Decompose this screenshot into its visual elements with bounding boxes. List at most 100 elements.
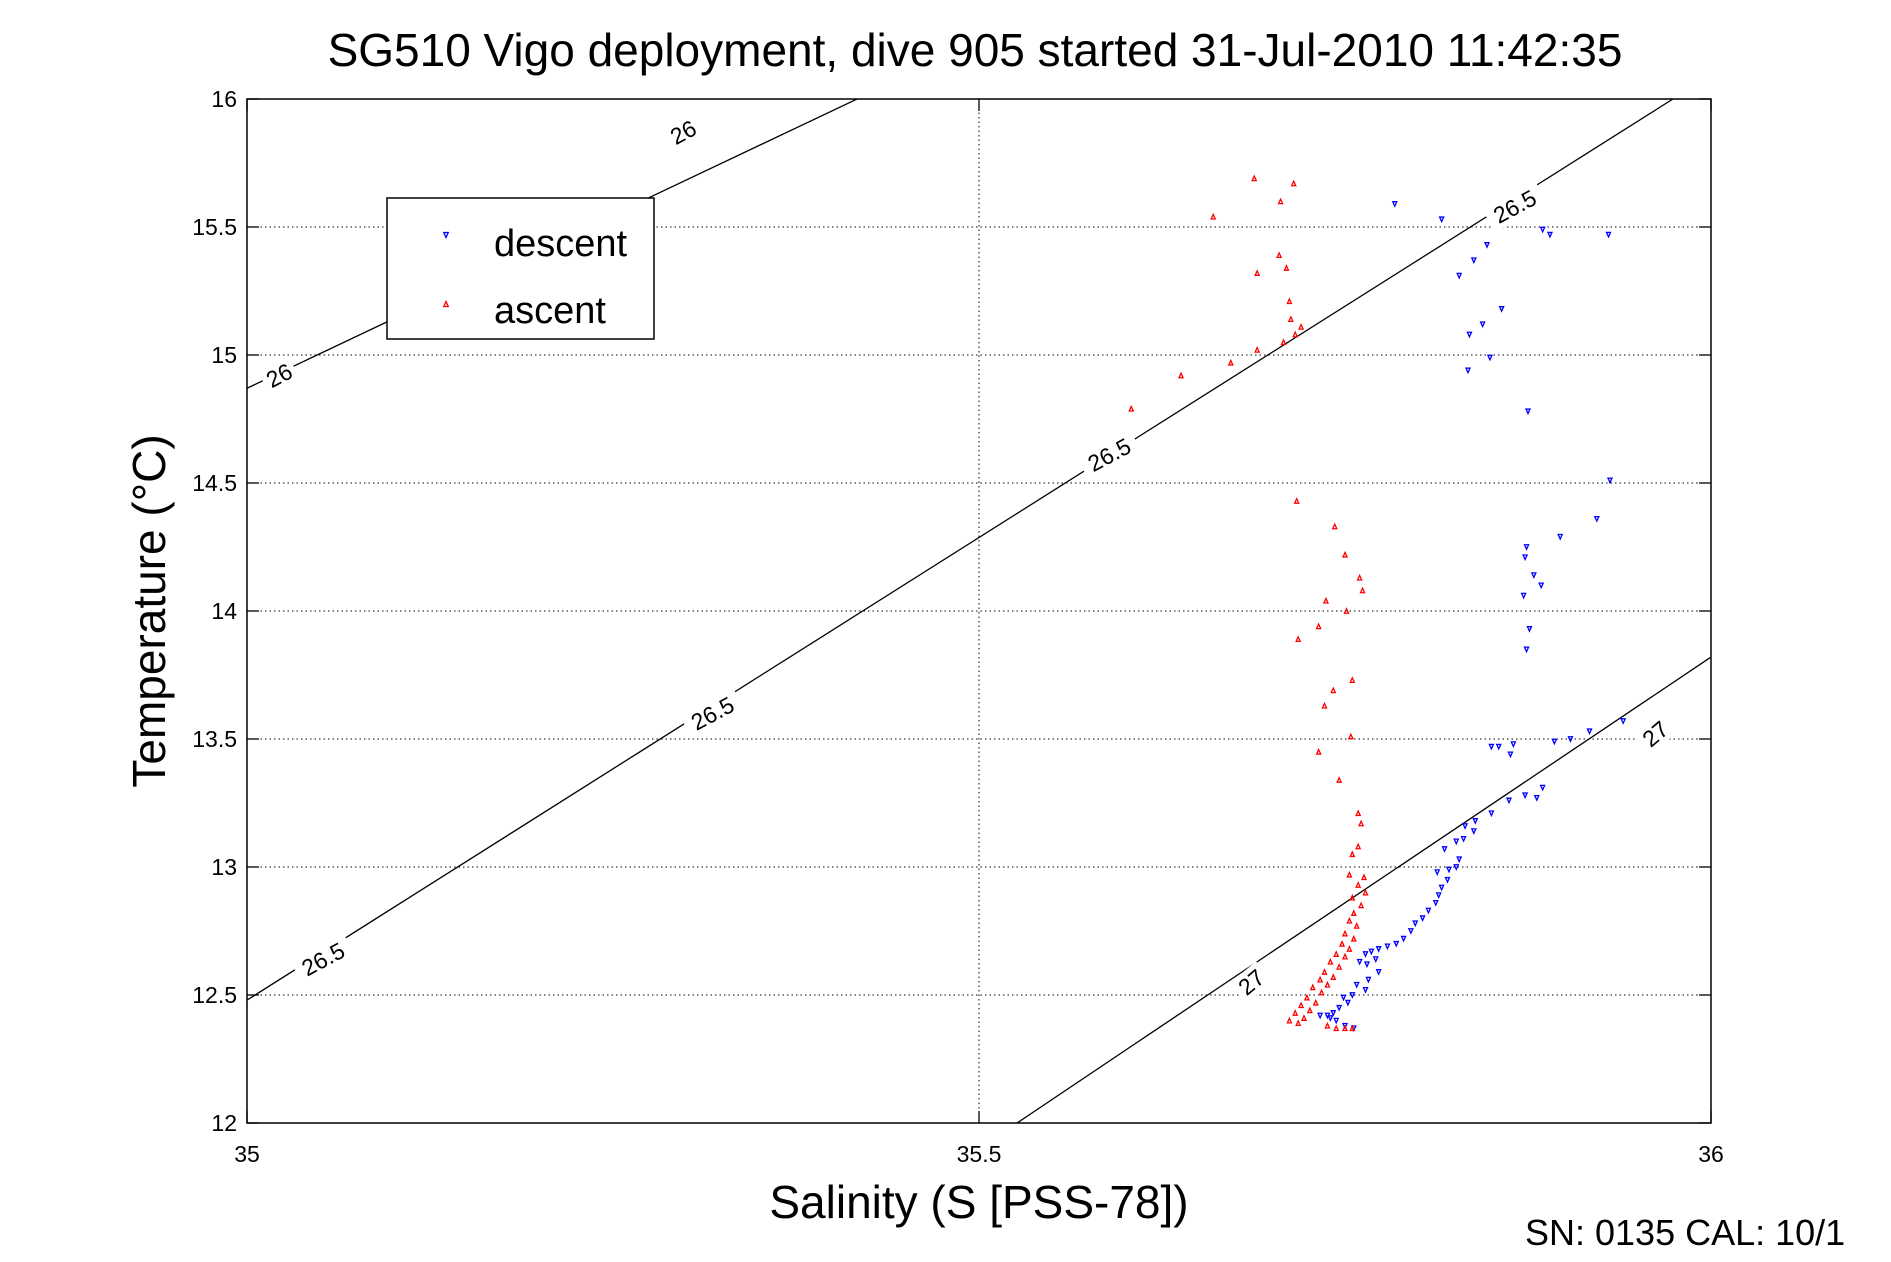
y-tick-label: 14 — [211, 598, 237, 624]
contour-label-26: 26 — [258, 356, 301, 395]
serial-calibration-note: SN: 0135 CAL: 10/1 — [1525, 1212, 1845, 1253]
ascent-point — [1318, 988, 1325, 996]
contour-label-background — [1229, 961, 1273, 1004]
ascent-point — [1315, 622, 1322, 630]
descent-point — [1333, 1017, 1340, 1025]
descent-point — [1456, 272, 1463, 280]
descent-point — [1393, 940, 1400, 948]
legend-descent-marker — [442, 231, 450, 240]
ascent-point — [1349, 850, 1356, 858]
descent-point — [1488, 743, 1495, 751]
ascent-point — [1303, 993, 1310, 1001]
ascent-point — [1295, 635, 1302, 643]
contour-label-background — [679, 687, 746, 739]
descent-point — [1353, 981, 1360, 989]
descent-series — [1317, 201, 1627, 1033]
ascent-point — [1317, 975, 1324, 983]
descent-point — [1460, 835, 1467, 843]
descent-point — [1356, 958, 1363, 966]
ascent-point — [1346, 945, 1353, 952]
descent-point — [1567, 736, 1574, 743]
contour-label-background — [1076, 429, 1142, 481]
descent-point — [1483, 242, 1491, 249]
ascent-point — [1315, 747, 1322, 755]
ascent-point — [1349, 676, 1356, 684]
contour-label-background — [662, 112, 705, 152]
descent-point — [1327, 1015, 1334, 1022]
contour-label-background — [290, 933, 356, 985]
contour-label-26.5: 26.5 — [1076, 429, 1142, 481]
y-tick-label: 12.5 — [192, 982, 237, 1008]
descent-point — [1412, 920, 1419, 928]
descent-point — [1620, 718, 1627, 725]
descent-point — [1441, 846, 1448, 853]
ascent-point — [1362, 888, 1369, 896]
descent-point — [1551, 738, 1558, 746]
ascent-point — [1276, 251, 1283, 259]
ascent-point — [1339, 939, 1346, 947]
x-axis-ticks: 35 35.5 36 — [234, 99, 1724, 1167]
ascent-point — [1349, 1024, 1356, 1032]
descent-point — [1363, 961, 1370, 969]
contour-label-26.5: 26.5 — [679, 687, 746, 739]
descent-point — [1336, 1004, 1343, 1012]
ascent-point — [1358, 819, 1365, 827]
descent-point — [1462, 823, 1469, 830]
ascent-point — [1309, 983, 1316, 991]
ascent-point — [1227, 358, 1234, 366]
ascent-point — [1298, 323, 1305, 330]
ascent-point — [1355, 881, 1362, 888]
contour-label-background — [1482, 180, 1548, 233]
descent-point — [1425, 907, 1432, 915]
x-tick-label: 35.5 — [957, 1141, 1002, 1167]
ascent-point — [1349, 893, 1356, 901]
contour-label-text: 27 — [1637, 716, 1673, 752]
ascent-point — [1359, 586, 1366, 594]
contour-label-26: 26 — [662, 112, 705, 152]
contour-label-27: 27 — [1229, 961, 1273, 1004]
descent-point — [1438, 884, 1445, 892]
descent-point — [1368, 948, 1375, 956]
descent-point — [1384, 943, 1391, 951]
y-tick-label: 13 — [211, 854, 237, 880]
y-tick-label: 12 — [211, 1110, 237, 1136]
descent-point — [1520, 592, 1527, 600]
x-tick-label: 36 — [1698, 1141, 1724, 1167]
density-contour-26.5 — [247, 99, 1674, 1001]
ascent-point — [1254, 346, 1261, 353]
descent-point — [1522, 554, 1529, 562]
ascent-point — [1330, 686, 1337, 694]
legend-descent-glyph — [442, 231, 450, 240]
legend-ascent-label: ascent — [494, 290, 606, 332]
ascent-point — [1350, 934, 1357, 942]
ascent-point — [1321, 968, 1328, 975]
ascent-point — [1283, 264, 1290, 271]
descent-point — [1593, 515, 1600, 523]
descent-point — [1505, 797, 1512, 805]
ascent-point — [1331, 522, 1338, 530]
ascent-point — [1355, 842, 1362, 850]
descent-point — [1464, 367, 1472, 375]
descent-point — [1472, 818, 1479, 825]
x-axis-label: Salinity (S [PSS-78]) — [769, 1176, 1188, 1228]
descent-point — [1444, 876, 1451, 884]
ascent-point — [1341, 1024, 1349, 1032]
descent-point — [1375, 946, 1382, 953]
ascent-point — [1343, 607, 1350, 614]
ascent-point — [1333, 950, 1340, 957]
ascent-point — [1330, 973, 1337, 980]
ascent-point — [1358, 901, 1365, 909]
y-tick-label: 15.5 — [192, 214, 237, 240]
descent-point — [1523, 544, 1530, 551]
descent-point — [1349, 992, 1356, 999]
ascent-point — [1295, 1019, 1302, 1027]
ascent-point — [1251, 174, 1258, 182]
descent-point — [1362, 986, 1369, 994]
ascent-point — [1327, 957, 1334, 965]
ascent-point — [1350, 909, 1357, 916]
ascent-point — [1290, 179, 1297, 187]
descent-point — [1488, 810, 1495, 818]
ascent-point — [1210, 212, 1217, 220]
descent-point — [1453, 838, 1460, 846]
